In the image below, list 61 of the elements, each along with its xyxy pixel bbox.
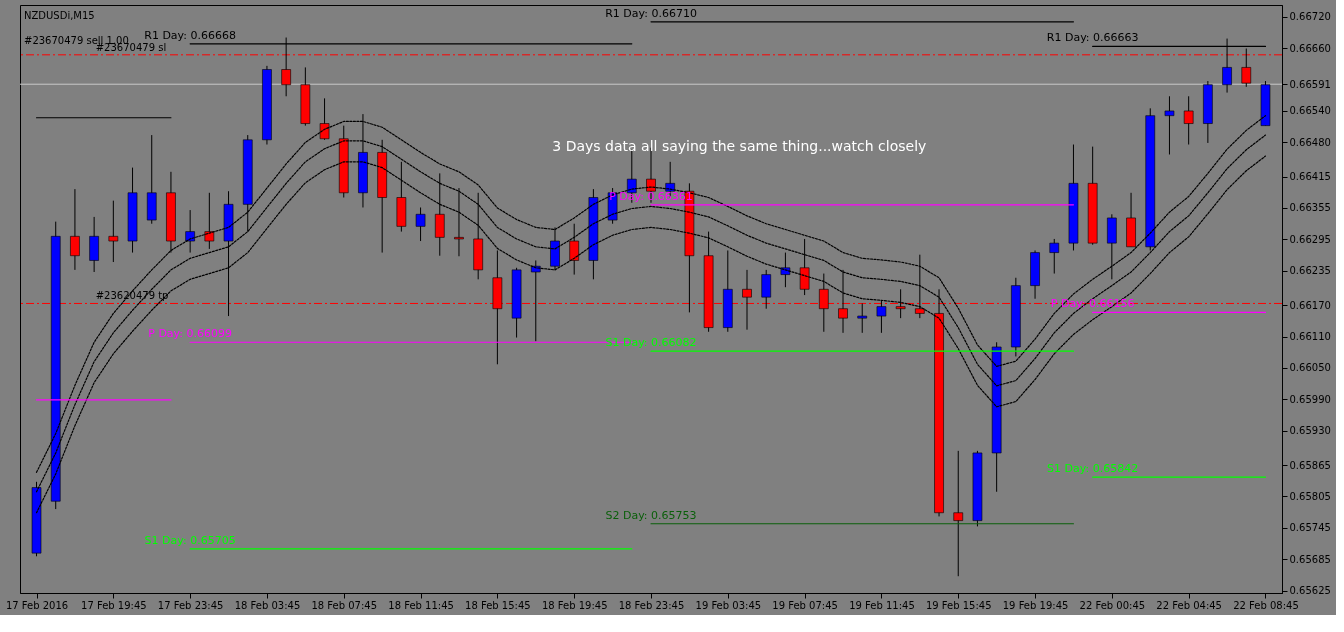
x-tick-label: 18 Feb 23:45 [618, 599, 685, 611]
x-tick-label: 17 Feb 23:45 [157, 599, 224, 611]
y-tick-label: 0.65625 [1289, 585, 1331, 597]
series-label: R1 Day: 0.66663 [1046, 31, 1139, 45]
chart-title: NZDUSDi,M15 [24, 10, 95, 21]
x-tick-label: 18 Feb 15:45 [465, 599, 531, 611]
y-tick-label: 0.66480 [1289, 136, 1331, 148]
candlestick [569, 223, 579, 276]
y-tick-label: 0.65930 [1289, 425, 1331, 437]
y-tick-label: 0.66591 [1289, 78, 1331, 90]
candlestick [454, 187, 464, 257]
x-tick-label: 18 Feb 19:45 [541, 599, 608, 611]
x-tick-label: 18 Feb 11:45 [388, 599, 454, 611]
x-tick-label: 19 Feb 19:45 [1002, 599, 1069, 611]
candlestick [70, 188, 80, 271]
candlestick [876, 300, 887, 334]
annotation: 3 Days data all saying the same thing...watch closely [552, 138, 927, 154]
x-tick-label: 18 Feb 03:45 [234, 599, 301, 611]
x-tick-label: 22 Feb 00:45 [1079, 599, 1146, 611]
y-tick-label: 0.65685 [1289, 553, 1331, 565]
candlestick [1183, 95, 1194, 146]
candlestick [108, 200, 119, 263]
y-tick-label: 0.66660 [1289, 42, 1331, 54]
y-tick-label: 0.66170 [1289, 299, 1331, 311]
x-tick-label: 22 Feb 08:45 [1233, 599, 1299, 611]
series-label: R1 Day: 0.66710 [605, 6, 697, 20]
y-tick-label: 0.66050 [1289, 362, 1331, 374]
y-tick-label: 0.66540 [1289, 105, 1331, 117]
candlestick [185, 209, 195, 254]
series-label: P Day: 0.66099 [148, 327, 233, 341]
candlestick [415, 206, 426, 242]
candlestick [799, 238, 810, 296]
y-tick-label: 0.65990 [1289, 393, 1331, 405]
series-label: S1 Day: 0.65842 [1047, 462, 1139, 476]
y-tick-label: 0.65745 [1289, 522, 1331, 534]
y-tick-label: 0.66415 [1289, 171, 1331, 183]
y-tick-label: 0.66355 [1289, 202, 1331, 214]
candlestick [1049, 238, 1060, 275]
candlestick [761, 269, 772, 310]
x-tick-label: 19 Feb 11:45 [849, 599, 915, 611]
y-tick-label: 0.66110 [1289, 331, 1331, 342]
y-tick-label: 0.66235 [1289, 265, 1331, 277]
candlestick [857, 302, 868, 334]
x-tick-label: 17 Feb 2016 [5, 599, 69, 611]
candlestick [1164, 95, 1175, 155]
x-tick-label: 18 Feb 07:45 [311, 599, 378, 611]
candlestick [953, 450, 964, 577]
x-tick-label: 19 Feb 15:45 [925, 599, 992, 611]
candlestick [530, 259, 541, 342]
y-tick-label: 0.66295 [1289, 233, 1331, 245]
x-tick-label: 19 Feb 07:45 [772, 599, 838, 611]
x-tick-label: 19 Feb 03:45 [695, 599, 762, 611]
x-tick-label: 22 Feb 04:45 [1156, 599, 1222, 611]
candlestick [434, 172, 445, 257]
series-label: R1 Day: 0.66668 [144, 28, 237, 42]
y-tick-label: 0.65865 [1289, 459, 1331, 471]
y-tick-label: 0.65805 [1289, 490, 1331, 502]
series-label: S2 Day: 0.65753 [605, 508, 697, 522]
series-label: S1 Day: 0.65705 [144, 533, 236, 547]
x-tick-label: 17 Feb 19:45 [81, 599, 147, 611]
y-tick-label: 0.66720 [1289, 11, 1331, 23]
